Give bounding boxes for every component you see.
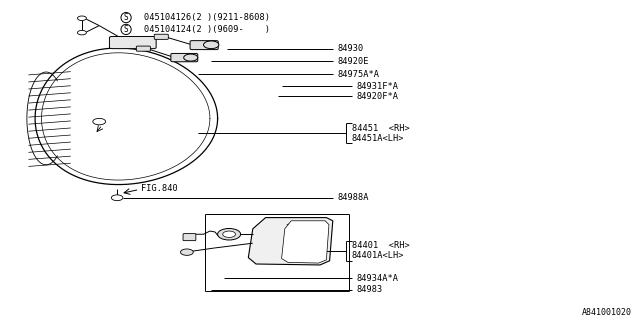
Circle shape bbox=[93, 118, 106, 125]
Circle shape bbox=[180, 249, 193, 255]
Text: 84988A: 84988A bbox=[337, 193, 369, 202]
Circle shape bbox=[77, 16, 86, 20]
Text: S: S bbox=[124, 25, 129, 34]
Text: 84983: 84983 bbox=[356, 285, 383, 294]
Text: A841001020: A841001020 bbox=[582, 308, 632, 317]
Polygon shape bbox=[35, 48, 218, 185]
FancyBboxPatch shape bbox=[154, 34, 168, 39]
FancyBboxPatch shape bbox=[183, 234, 196, 241]
Text: 045104126(2 )(9211-8608): 045104126(2 )(9211-8608) bbox=[144, 13, 270, 22]
PathPatch shape bbox=[248, 218, 333, 265]
Circle shape bbox=[223, 231, 236, 237]
Text: FIG.840: FIG.840 bbox=[141, 184, 177, 193]
Text: S: S bbox=[124, 13, 129, 22]
Text: 84451  <RH>: 84451 <RH> bbox=[352, 124, 410, 132]
Text: 84975A*A: 84975A*A bbox=[337, 70, 380, 79]
FancyBboxPatch shape bbox=[171, 53, 198, 62]
Text: 045104124(2 )(9609-    ): 045104124(2 )(9609- ) bbox=[144, 25, 270, 34]
Circle shape bbox=[77, 30, 86, 35]
Text: 84920F*A: 84920F*A bbox=[356, 92, 399, 100]
Circle shape bbox=[204, 41, 219, 49]
Text: 84931F*A: 84931F*A bbox=[356, 82, 399, 91]
Circle shape bbox=[111, 195, 123, 201]
Text: 84920E: 84920E bbox=[337, 57, 369, 66]
FancyBboxPatch shape bbox=[190, 41, 218, 50]
Circle shape bbox=[184, 54, 198, 61]
Text: 84401A<LH>: 84401A<LH> bbox=[352, 252, 404, 260]
FancyBboxPatch shape bbox=[109, 36, 156, 49]
Text: 84451A<LH>: 84451A<LH> bbox=[352, 134, 404, 143]
PathPatch shape bbox=[282, 221, 329, 263]
Text: 84930: 84930 bbox=[337, 44, 364, 53]
FancyBboxPatch shape bbox=[136, 46, 150, 51]
Circle shape bbox=[218, 228, 241, 240]
Text: 84401  <RH>: 84401 <RH> bbox=[352, 241, 410, 250]
Text: 84934A*A: 84934A*A bbox=[356, 274, 399, 283]
